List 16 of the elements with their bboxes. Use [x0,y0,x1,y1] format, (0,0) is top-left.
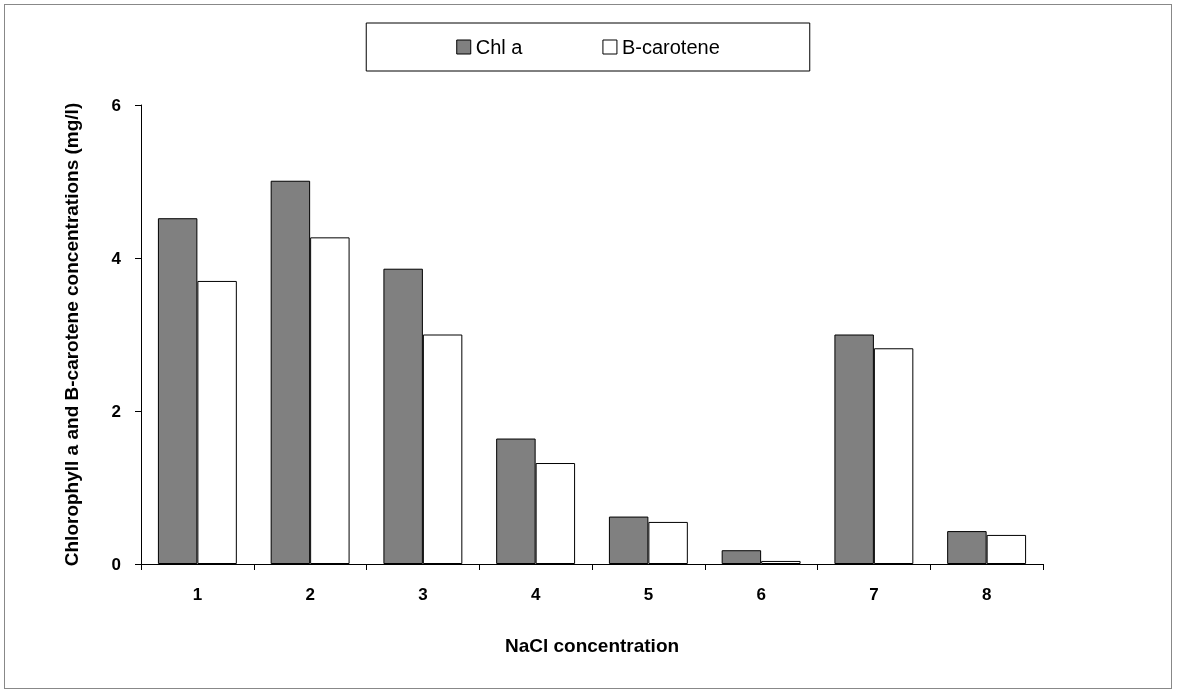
y-tick-label: 0 [111,554,121,574]
legend-label: Chl a [475,36,524,58]
x-tick-label: 6 [756,585,766,604]
y-tick-label: 6 [111,95,121,115]
x-tick-label: 7 [869,585,879,604]
x-tick-label: 3 [418,585,428,604]
y-tick-label: 2 [111,401,121,421]
x-tick-label: 1 [192,585,203,604]
x-tick-label: 2 [305,585,315,604]
x-tick-label: 8 [981,585,992,604]
x-tick-label: 5 [643,585,654,604]
x-tick-label: 4 [530,585,541,604]
y-axis-title: Chlorophyll a and B-carotene concentrations (mg/l) [60,102,82,567]
x-axis-title: NaCl concentration [504,635,680,656]
legend-label: B-carotene [621,36,720,58]
y-tick-label: 4 [111,248,122,268]
